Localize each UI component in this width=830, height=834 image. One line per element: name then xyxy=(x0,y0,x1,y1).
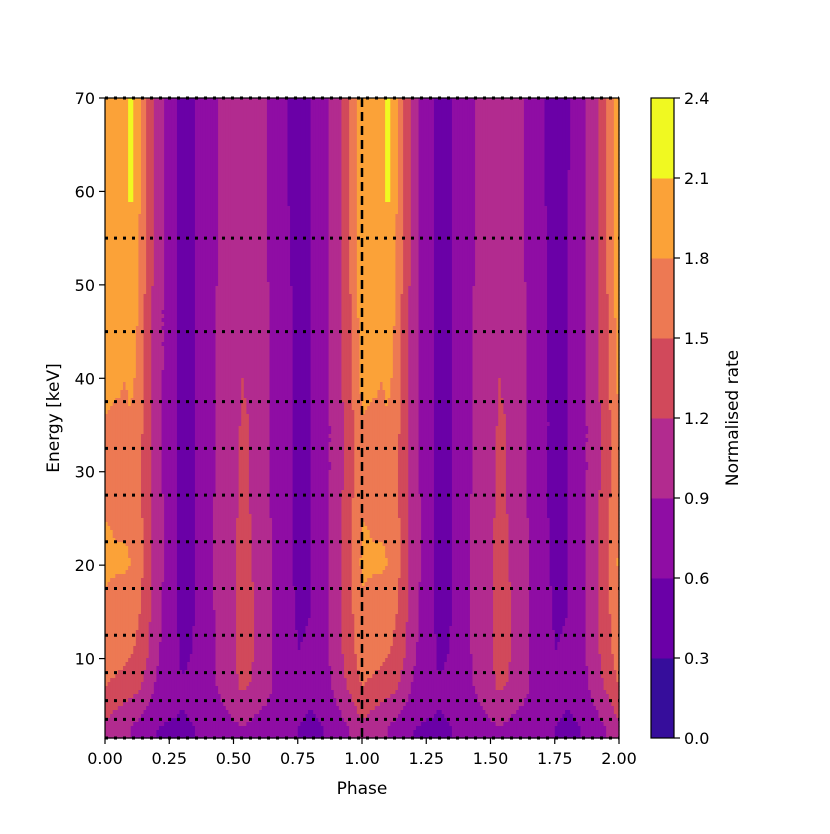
contour-plot xyxy=(105,98,620,739)
